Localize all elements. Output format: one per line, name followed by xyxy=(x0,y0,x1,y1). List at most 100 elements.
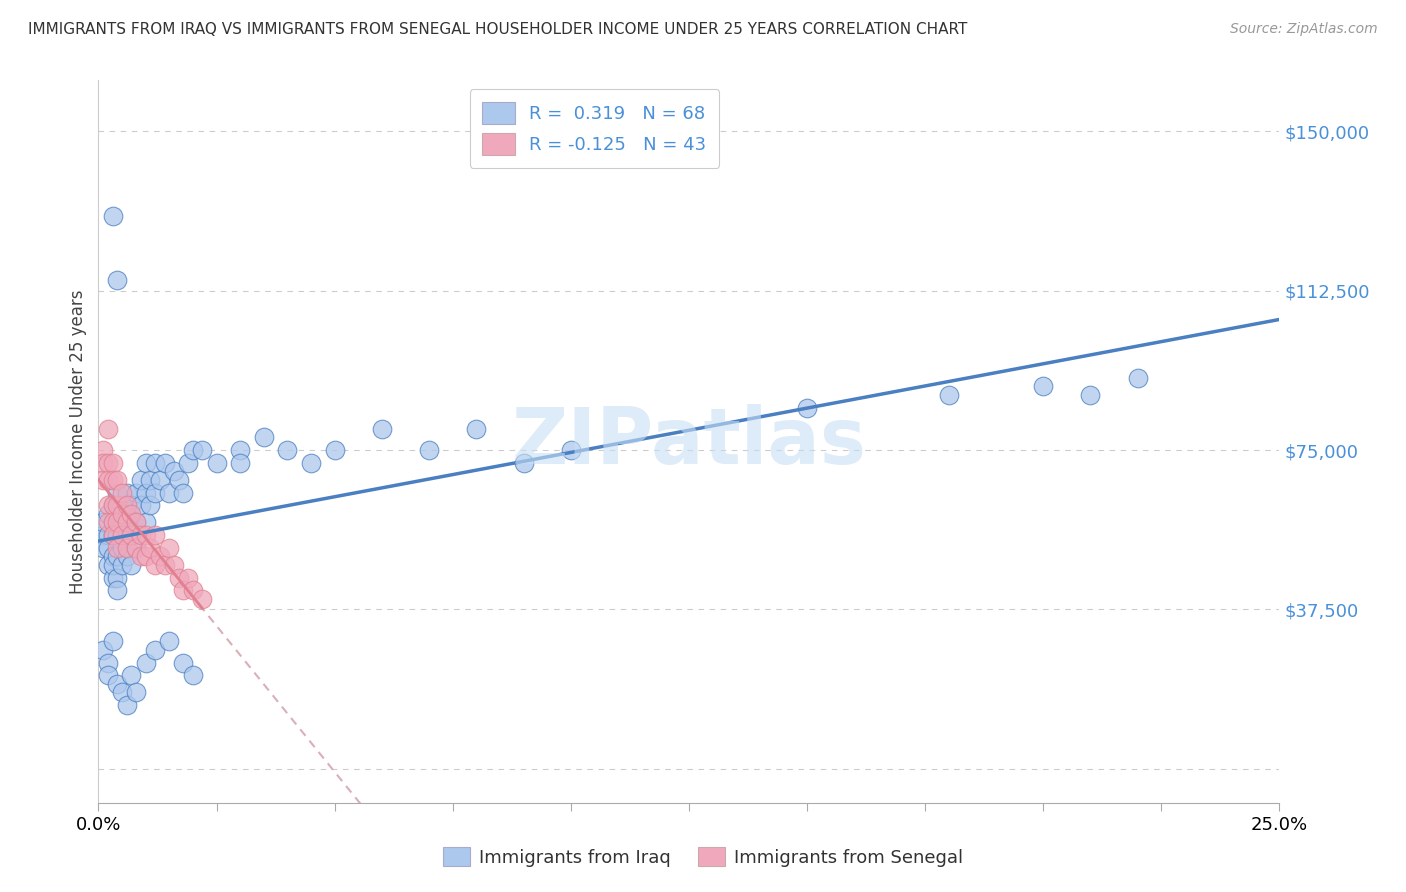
Point xyxy=(105,273,128,287)
Point xyxy=(97,558,120,572)
Point xyxy=(105,516,128,530)
Point xyxy=(149,549,172,564)
Point xyxy=(121,528,143,542)
Point xyxy=(139,473,162,487)
Point xyxy=(101,516,124,530)
Point xyxy=(111,541,134,555)
Point xyxy=(125,516,148,530)
Point xyxy=(121,528,143,542)
Point xyxy=(129,549,152,564)
Point xyxy=(125,541,148,555)
Point xyxy=(105,541,128,555)
Point xyxy=(129,528,152,542)
Point xyxy=(91,443,114,458)
Point xyxy=(111,516,134,530)
Point xyxy=(299,456,322,470)
Point xyxy=(115,528,138,542)
Point xyxy=(91,516,114,530)
Point xyxy=(115,485,138,500)
Point xyxy=(97,668,120,682)
Point xyxy=(111,558,134,572)
Point xyxy=(105,507,128,521)
Point xyxy=(91,473,114,487)
Point xyxy=(111,498,134,512)
Point xyxy=(97,516,120,530)
Point xyxy=(129,473,152,487)
Point xyxy=(139,498,162,512)
Text: Source: ZipAtlas.com: Source: ZipAtlas.com xyxy=(1230,22,1378,37)
Point xyxy=(115,516,138,530)
Point xyxy=(143,558,166,572)
Point xyxy=(101,473,124,487)
Point xyxy=(105,570,128,584)
Point xyxy=(115,498,138,512)
Point xyxy=(157,634,180,648)
Point xyxy=(129,498,152,512)
Point xyxy=(371,422,394,436)
Point xyxy=(101,498,124,512)
Point xyxy=(143,485,166,500)
Point xyxy=(153,456,176,470)
Point xyxy=(111,485,134,500)
Point xyxy=(121,498,143,512)
Point xyxy=(229,443,252,458)
Point xyxy=(91,528,114,542)
Point xyxy=(135,485,157,500)
Point xyxy=(125,485,148,500)
Point xyxy=(115,549,138,564)
Point xyxy=(157,541,180,555)
Point xyxy=(125,685,148,699)
Point xyxy=(111,528,134,542)
Point xyxy=(157,485,180,500)
Point xyxy=(91,541,114,555)
Point xyxy=(97,541,120,555)
Point xyxy=(125,516,148,530)
Point xyxy=(97,507,120,521)
Point xyxy=(191,443,214,458)
Point xyxy=(167,570,190,584)
Point xyxy=(181,443,204,458)
Point xyxy=(97,456,120,470)
Point xyxy=(512,456,534,470)
Legend: R =  0.319   N = 68, R = -0.125   N = 43: R = 0.319 N = 68, R = -0.125 N = 43 xyxy=(470,89,718,168)
Point xyxy=(191,591,214,606)
Point xyxy=(101,516,124,530)
Point xyxy=(276,443,298,458)
Point xyxy=(105,498,128,512)
Point xyxy=(135,656,157,670)
Point xyxy=(560,443,582,458)
Point xyxy=(139,541,162,555)
Point xyxy=(101,549,124,564)
Point xyxy=(91,642,114,657)
Point xyxy=(97,528,120,542)
Point xyxy=(115,541,138,555)
Point xyxy=(163,558,186,572)
Point xyxy=(418,443,440,458)
Point xyxy=(135,456,157,470)
Point xyxy=(101,634,124,648)
Point xyxy=(143,456,166,470)
Legend: Immigrants from Iraq, Immigrants from Senegal: Immigrants from Iraq, Immigrants from Se… xyxy=(436,840,970,874)
Point xyxy=(97,656,120,670)
Point xyxy=(177,570,200,584)
Point xyxy=(796,401,818,415)
Text: IMMIGRANTS FROM IRAQ VS IMMIGRANTS FROM SENEGAL HOUSEHOLDER INCOME UNDER 25 YEAR: IMMIGRANTS FROM IRAQ VS IMMIGRANTS FROM … xyxy=(28,22,967,37)
Point xyxy=(135,549,157,564)
Point xyxy=(121,507,143,521)
Text: ZIPatlas: ZIPatlas xyxy=(512,403,866,480)
Point xyxy=(229,456,252,470)
Point xyxy=(135,516,157,530)
Point xyxy=(1126,371,1149,385)
Point xyxy=(177,456,200,470)
Point xyxy=(125,541,148,555)
Point xyxy=(121,668,143,682)
Point xyxy=(105,677,128,691)
Point xyxy=(172,656,194,670)
Point xyxy=(163,464,186,478)
Y-axis label: Householder Income Under 25 years: Householder Income Under 25 years xyxy=(69,289,87,594)
Point xyxy=(205,456,228,470)
Point xyxy=(101,456,124,470)
Point xyxy=(91,456,114,470)
Point xyxy=(115,698,138,712)
Point xyxy=(111,507,134,521)
